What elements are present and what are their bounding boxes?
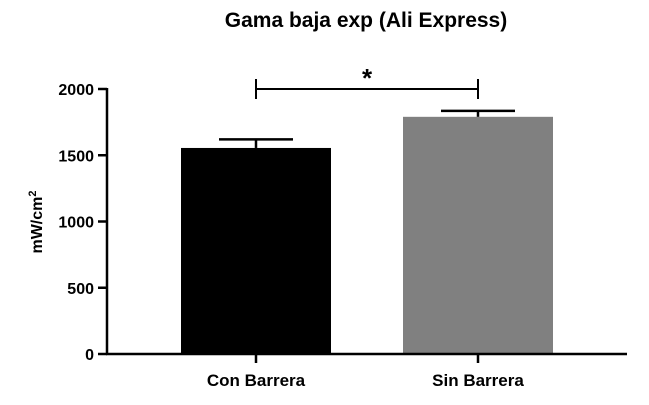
chart-title: Gama baja exp (Ali Express) (225, 9, 507, 32)
x-tick-label-1: Sin Barrera (432, 371, 524, 390)
y-tick-label-1500: 1500 (58, 148, 94, 165)
x-axis: Con Barrera Sin Barrera (106, 352, 627, 390)
significance-annotation: * (255, 63, 479, 99)
y-tick-label-500: 500 (67, 281, 94, 298)
error-bars (219, 109, 515, 148)
y-axis-label: mW/cm2 (27, 190, 46, 253)
y-axis: 0 500 1000 1500 2000 (58, 82, 109, 364)
x-tick-label-0: Con Barrera (207, 371, 306, 390)
y-axis-label-superscript: 2 (27, 190, 39, 196)
y-axis-label-main: mW/cm (29, 197, 46, 254)
y-tick-label-1000: 1000 (58, 215, 94, 232)
y-tick-label-2000: 2000 (58, 82, 94, 99)
bars (181, 116, 553, 354)
bar-0 (181, 147, 331, 354)
significance-label: * (362, 63, 373, 93)
y-tick-label-0: 0 (85, 347, 94, 364)
bar-1 (403, 116, 553, 354)
